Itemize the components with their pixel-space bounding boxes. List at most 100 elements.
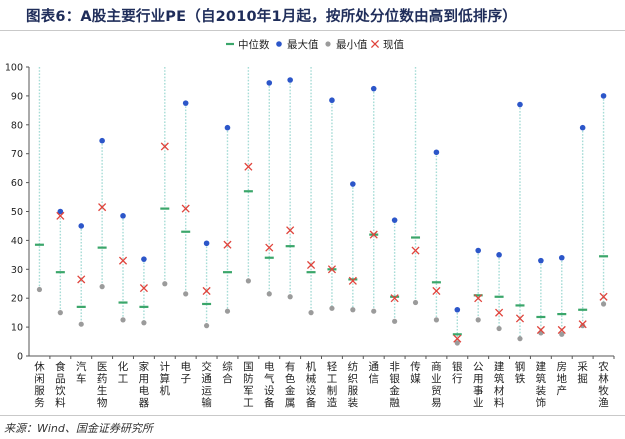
- max-point: [329, 97, 335, 104]
- current-value-mark: [495, 308, 504, 317]
- x-tick-label: 建筑装饰: [536, 360, 547, 409]
- x-tick-label: 采掘: [577, 361, 588, 385]
- min-point: [371, 308, 377, 314]
- x-tick-label: 医药生物: [97, 361, 108, 409]
- min-point: [183, 291, 189, 297]
- max-point: [558, 254, 565, 261]
- current-value-mark: [265, 243, 274, 252]
- max-point: [391, 217, 398, 223]
- max-point: [203, 240, 210, 247]
- current-value-mark: [599, 292, 608, 301]
- min-point: [329, 305, 335, 311]
- legend-min-swatch: [325, 41, 331, 47]
- min-point: [203, 323, 210, 329]
- max-point: [141, 256, 147, 262]
- min-point: [412, 299, 419, 306]
- legend-max-swatch: [276, 41, 282, 47]
- x-tick-label: 公用事业: [473, 361, 484, 409]
- x-tick-label: 非银金融: [389, 361, 400, 409]
- source-note: 来源：Wind、国金证券研究所: [4, 422, 153, 435]
- current-value-mark: [286, 226, 295, 235]
- current-value-mark: [390, 294, 399, 303]
- y-tick-label: 0: [17, 352, 23, 363]
- x-tick-label: 机械设备: [306, 360, 317, 409]
- y-tick-label: 90: [11, 91, 23, 102]
- min-point: [120, 317, 126, 323]
- x-tick-label: 银行: [452, 360, 463, 385]
- current-value-mark: [160, 142, 169, 151]
- max-point: [350, 181, 356, 187]
- current-value-mark: [181, 204, 190, 213]
- x-tick-label: 食品饮料: [55, 360, 66, 409]
- max-point: [182, 100, 189, 106]
- legend-current-swatch: [370, 39, 380, 49]
- max-point: [496, 252, 502, 258]
- min-point: [454, 340, 460, 346]
- x-tick-label: 轻工制造: [327, 360, 338, 409]
- x-tick-label: 综合: [222, 360, 233, 385]
- max-point: [57, 208, 64, 215]
- x-tick-label: 传媒: [410, 361, 421, 385]
- min-point: [245, 278, 251, 284]
- legend-label: 现值: [383, 38, 404, 51]
- max-point: [78, 223, 85, 229]
- current-value-mark: [77, 275, 86, 284]
- x-tick-label: 汽车: [76, 360, 87, 385]
- max-point: [224, 124, 231, 131]
- x-tick-label: 房地产: [557, 360, 568, 397]
- current-value-mark: [348, 276, 357, 285]
- min-point: [350, 307, 356, 313]
- min-point: [496, 325, 502, 332]
- current-value-mark: [306, 260, 316, 270]
- y-tick-label: 30: [11, 265, 23, 276]
- source-divider: [0, 415, 625, 416]
- min-point: [57, 310, 63, 316]
- min-point: [580, 323, 586, 329]
- min-point: [475, 317, 481, 323]
- x-tick-label: 农林牧渔: [598, 360, 609, 409]
- max-point: [370, 85, 377, 92]
- x-tick-label: 家用电器: [139, 360, 150, 409]
- current-value-mark: [56, 211, 65, 220]
- min-point: [78, 321, 84, 327]
- current-value-mark: [223, 240, 232, 249]
- min-point: [287, 294, 293, 300]
- current-value-mark: [139, 284, 148, 293]
- chart-title: 图表6：A股主要行业PE（自2010年1月起，按所处分位数由高到低排序）: [26, 9, 517, 25]
- max-point: [475, 247, 481, 254]
- max-point: [120, 213, 126, 219]
- current-value-mark: [536, 325, 545, 335]
- y-tick-label: 50: [11, 207, 23, 218]
- max-point: [517, 101, 523, 108]
- min-point: [600, 301, 607, 307]
- max-point: [99, 137, 105, 144]
- legend-label: 中位数: [238, 38, 270, 51]
- y-tick-label: 60: [11, 178, 23, 189]
- x-tick-label: 商业贸易: [431, 360, 442, 409]
- current-value-mark: [202, 286, 211, 296]
- max-point: [266, 80, 273, 86]
- max-point: [579, 124, 586, 131]
- max-point: [538, 257, 544, 264]
- current-value-mark: [411, 246, 420, 255]
- x-tick-label: 国防军工: [243, 361, 254, 409]
- min-point: [559, 331, 565, 337]
- x-tick-label: 纺织服装: [348, 360, 359, 409]
- current-value-mark: [118, 256, 128, 265]
- current-value-mark: [327, 265, 337, 274]
- min-point: [162, 281, 168, 287]
- x-tick-label: 化工: [118, 360, 129, 385]
- current-value-mark: [578, 320, 587, 329]
- x-tick-label: 计算机: [160, 360, 171, 397]
- x-tick-label: 有色金属: [285, 360, 296, 409]
- legend-label: 最大值: [287, 38, 319, 51]
- x-tick-label: 电子: [180, 360, 191, 385]
- x-tick-label: 休闲服务: [34, 361, 45, 409]
- y-tick-label: 70: [11, 149, 23, 160]
- current-value-mark: [474, 294, 483, 303]
- max-point: [287, 77, 293, 83]
- min-point: [308, 310, 314, 316]
- min-point: [141, 320, 147, 326]
- x-tick-label: 电气设备: [264, 360, 275, 409]
